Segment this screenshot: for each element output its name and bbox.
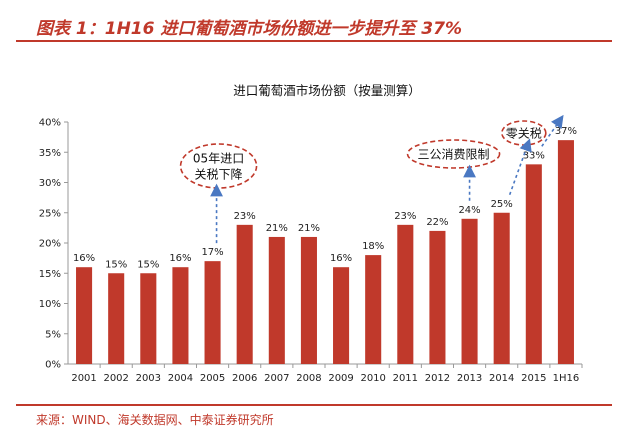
data-label: 24% bbox=[458, 205, 480, 216]
data-label: 33% bbox=[523, 150, 545, 161]
bar bbox=[493, 212, 510, 364]
x-tick-label: 2001 bbox=[71, 373, 96, 384]
annotation-ellipse bbox=[179, 143, 258, 189]
y-tick-label: 10% bbox=[39, 299, 61, 310]
data-label: 37% bbox=[555, 126, 577, 137]
x-tick-label: 2003 bbox=[136, 373, 161, 384]
data-label: 21% bbox=[266, 223, 288, 234]
x-axis-labels: 2001 2002 2003 2004 2005 2006 2007 2008 2009 2010… bbox=[71, 364, 583, 384]
annotation-text: 三公消费限制 bbox=[418, 148, 490, 162]
data-label: 22% bbox=[426, 217, 448, 228]
data-label: 23% bbox=[234, 211, 256, 222]
bar bbox=[108, 273, 125, 364]
annotation-ellipse bbox=[406, 139, 501, 169]
x-tick-label: 2005 bbox=[200, 373, 225, 384]
x-tick-label: 2004 bbox=[168, 373, 193, 384]
bar bbox=[140, 273, 157, 364]
bar bbox=[172, 267, 189, 364]
bar bbox=[204, 261, 221, 364]
x-tick-label: 2006 bbox=[232, 373, 257, 384]
bar bbox=[429, 230, 446, 364]
y-tick-label: 15% bbox=[39, 269, 61, 280]
data-label: 25% bbox=[491, 199, 513, 210]
bar bbox=[236, 224, 253, 364]
y-tick-label: 5% bbox=[45, 329, 61, 340]
x-tick-label: 2010 bbox=[360, 373, 385, 384]
bar bbox=[333, 267, 350, 364]
bar-series bbox=[76, 140, 574, 364]
y-tick-label: 40% bbox=[39, 118, 61, 129]
bar bbox=[397, 224, 414, 364]
data-label: 16% bbox=[169, 253, 191, 264]
figure-title: 图表 1：1H16 进口葡萄酒市场份额进一步提升至 37% bbox=[36, 19, 462, 39]
annotation-arrow bbox=[508, 138, 532, 196]
y-tick-label: 25% bbox=[39, 208, 61, 219]
data-label: 21% bbox=[298, 223, 320, 234]
y-tick-label: 20% bbox=[39, 239, 61, 250]
x-tick-label: 2015 bbox=[521, 373, 546, 384]
x-tick-label: 2014 bbox=[489, 373, 514, 384]
x-tick-label: 2008 bbox=[296, 373, 321, 384]
bar bbox=[557, 140, 574, 364]
data-label: 15% bbox=[105, 259, 127, 270]
data-labels: 16% 15% 15% 16% 17% 23% 21% 21% 16% 18% 23% 22% 24% 2… bbox=[73, 126, 577, 270]
x-tick-label: 2011 bbox=[393, 373, 418, 384]
x-tick-label: 2013 bbox=[457, 373, 482, 384]
x-tick-label: 2007 bbox=[264, 373, 289, 384]
header-rule bbox=[16, 40, 612, 42]
annotation-arrow bbox=[541, 114, 564, 147]
data-label: 15% bbox=[137, 259, 159, 270]
y-axis-ticks: 0% 5% 10% 15% 20% 25% 30% 35% 40% bbox=[39, 118, 68, 371]
bar bbox=[525, 164, 542, 364]
chart-title: 进口葡萄酒市场份额（按量测算） bbox=[233, 83, 421, 98]
y-tick-label: 30% bbox=[39, 178, 61, 189]
bar bbox=[76, 267, 93, 364]
x-tick-label: 2002 bbox=[103, 373, 128, 384]
bar bbox=[300, 236, 317, 364]
bar bbox=[461, 218, 478, 364]
annotation-text: 关税下降 bbox=[195, 168, 243, 182]
data-label: 16% bbox=[330, 253, 352, 264]
figure-header: 图表 1：1H16 进口葡萄酒市场份额进一步提升至 37% bbox=[0, 0, 626, 56]
y-tick-label: 35% bbox=[39, 148, 61, 159]
x-tick-label: 1H16 bbox=[553, 373, 580, 384]
annotation-text: 零关税 bbox=[506, 127, 542, 141]
annotation-text: 05年进口 bbox=[193, 152, 244, 166]
x-tick-label: 2009 bbox=[328, 373, 353, 384]
bar bbox=[268, 236, 285, 364]
data-label: 16% bbox=[73, 253, 95, 264]
data-label: 23% bbox=[394, 211, 416, 222]
x-tick-label: 2012 bbox=[425, 373, 450, 384]
data-label: 18% bbox=[362, 241, 384, 252]
bar bbox=[365, 255, 382, 364]
y-tick-label: 0% bbox=[45, 360, 61, 371]
source-note: 来源：WIND、海关数据网、中泰证券研究所 bbox=[36, 413, 274, 427]
footer-rule bbox=[16, 404, 612, 406]
data-label: 17% bbox=[201, 247, 223, 258]
